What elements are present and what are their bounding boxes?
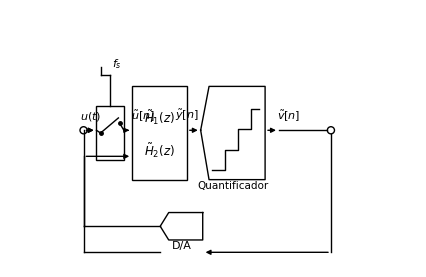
Text: $\tilde{u}[n]$: $\tilde{u}[n]$: [131, 109, 155, 124]
Text: $\tilde{y}[n]$: $\tilde{y}[n]$: [175, 108, 199, 124]
Text: $\tilde{H}_1(z)$: $\tilde{H}_1(z)$: [144, 109, 175, 127]
Polygon shape: [160, 212, 203, 240]
Text: D/A: D/A: [172, 241, 191, 251]
Bar: [96, 106, 124, 160]
Text: Quantificador: Quantificador: [197, 181, 268, 191]
Bar: [132, 86, 187, 179]
Text: $u(t)$: $u(t)$: [80, 111, 101, 124]
Text: $f_s$: $f_s$: [112, 58, 122, 71]
Polygon shape: [201, 86, 265, 179]
Text: $\tilde{H}_2(z)$: $\tilde{H}_2(z)$: [144, 142, 175, 160]
Text: $\tilde{v}[n]$: $\tilde{v}[n]$: [277, 109, 301, 124]
